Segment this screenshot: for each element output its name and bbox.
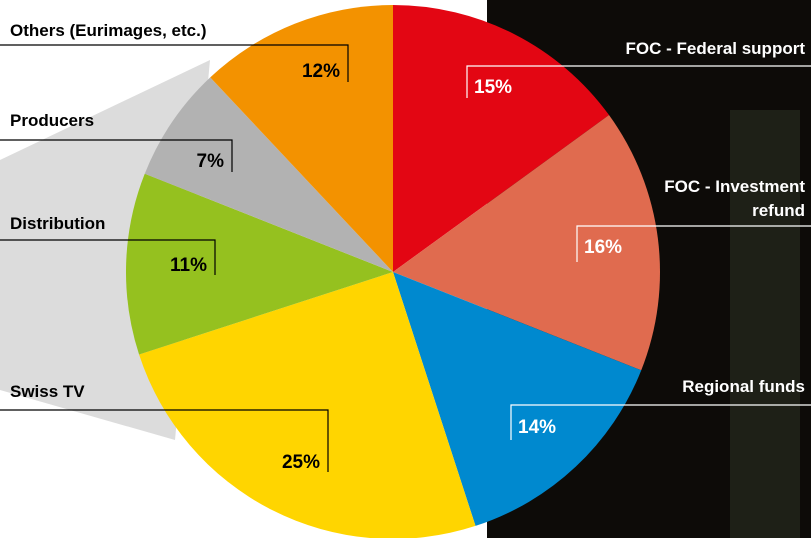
category-label: FOC - Investment refund: [625, 175, 805, 223]
category-label: Swiss TV: [10, 380, 85, 404]
category-label: Regional funds: [682, 375, 805, 399]
chart-canvas: [0, 0, 811, 538]
value-label: 14%: [518, 417, 556, 439]
value-label: 11%: [170, 255, 207, 277]
value-label: 12%: [302, 61, 340, 83]
value-label: 16%: [584, 237, 622, 259]
category-label: FOC - Federal support: [626, 37, 805, 61]
value-label: 25%: [282, 452, 320, 474]
category-label: Distribution: [10, 212, 105, 236]
value-label: 7%: [197, 151, 224, 173]
category-label: Producers: [10, 109, 94, 133]
value-label: 15%: [474, 77, 512, 99]
chart: FOC - Federal support 15% FOC - Investment…: [0, 0, 811, 538]
category-label: Others (Eurimages, etc.): [10, 19, 207, 43]
